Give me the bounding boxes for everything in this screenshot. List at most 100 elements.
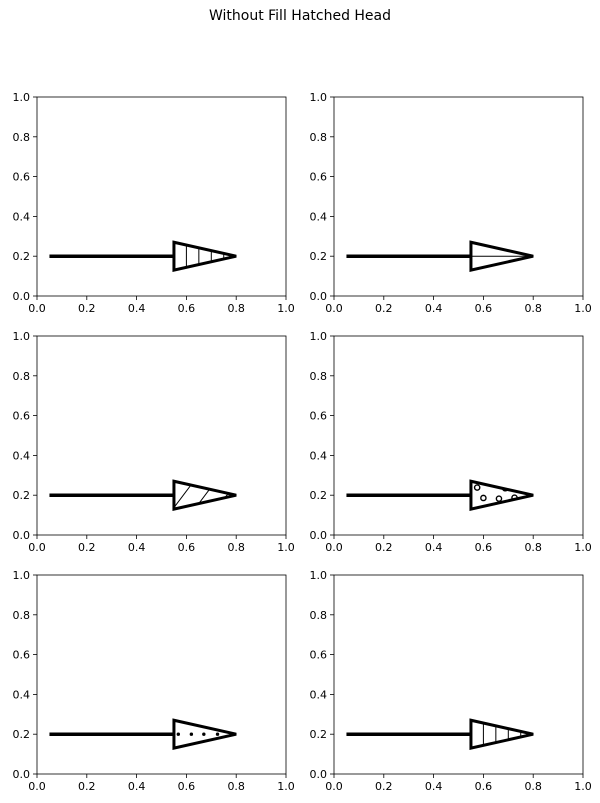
y-tick-label: 0.6 (13, 171, 31, 184)
y-tick-label: 0.2 (310, 728, 328, 741)
axes-frame (333, 335, 584, 536)
y-tick-label: 0.0 (310, 290, 328, 303)
subplot: 0.0 0.2 0.4 0.6 0.8 1.0 0.0 0.2 0.4 0.6 0.8 1.0 (13, 569, 295, 793)
y-tick-label: 0.4 (13, 210, 31, 223)
x-tick-label: 0.4 (128, 780, 146, 793)
y-tick-label: 1.0 (310, 569, 328, 582)
x-tick-label: 0.6 (475, 541, 493, 554)
x-tick-label: 0.4 (425, 302, 443, 315)
y-tick-label: 0.0 (310, 768, 328, 781)
hatch-circle (495, 495, 503, 502)
axes-frame (333, 96, 584, 297)
arrow-head (172, 479, 237, 512)
arrow-head-hatch (176, 732, 220, 736)
x-tick-label: 0.0 (325, 780, 343, 793)
axes-frame (36, 335, 287, 536)
x-tick-label: 0.8 (227, 780, 245, 793)
y-tick-label: 1.0 (310, 91, 328, 104)
y-tick-label: 0.4 (13, 449, 31, 462)
x-tick-label: 0.6 (475, 302, 493, 315)
hatch-dot (202, 732, 206, 736)
y-tick-label: 0.6 (13, 410, 31, 423)
x-tick-label: 0.2 (78, 302, 96, 315)
x-tick-label: 0.6 (178, 302, 196, 315)
y-tick-label: 0.2 (13, 250, 31, 263)
x-tick-label: 0.0 (28, 302, 46, 315)
x-tick-label: 0.2 (375, 541, 393, 554)
x-tick-label: 0.8 (524, 302, 542, 315)
x-tick-label: 1.0 (277, 541, 295, 554)
hatch-dot (215, 732, 220, 736)
x-tick-label: 0.2 (78, 541, 96, 554)
x-tick-label: 0.0 (325, 541, 343, 554)
x-tick-label: 0.4 (425, 541, 443, 554)
hatch-circle (473, 484, 481, 491)
y-tick-label: 0.4 (13, 688, 31, 701)
figure-title: Without Fill Hatched Head (209, 8, 391, 24)
x-tick-label: 1.0 (574, 541, 592, 554)
y-tick-label: 0.0 (13, 768, 31, 781)
hatch-dot (189, 732, 194, 736)
x-tick-label: 0.8 (227, 302, 245, 315)
y-tick-label: 1.0 (13, 569, 31, 582)
axes-frame (333, 574, 584, 775)
hatch-line (192, 481, 218, 510)
y-tick-label: 0.4 (310, 210, 328, 223)
axes-frame (36, 574, 287, 775)
x-tick-label: 0.8 (227, 541, 245, 554)
x-tick-label: 0.8 (524, 541, 542, 554)
x-tick-label: 0.2 (375, 302, 393, 315)
x-tick-label: 0.2 (375, 780, 393, 793)
x-tick-label: 0.6 (178, 780, 196, 793)
y-tick-label: 1.0 (13, 91, 31, 104)
y-tick-label: 0.8 (310, 131, 328, 144)
subplot: 0.0 0.2 0.4 0.6 0.8 1.0 0.0 0.2 0.4 0.6 0.8 1.0 (13, 91, 295, 315)
y-tick-label: 0.2 (310, 489, 328, 502)
y-tick-label: 0.0 (13, 529, 31, 542)
y-tick-label: 1.0 (310, 330, 328, 343)
y-tick-label: 0.0 (310, 529, 328, 542)
y-tick-label: 1.0 (13, 330, 31, 343)
y-tick-label: 0.6 (13, 649, 31, 662)
subplot: 0.0 0.2 0.4 0.6 0.8 1.0 0.0 0.2 0.4 0.6 0.8 1.0 (13, 330, 295, 554)
x-tick-label: 1.0 (574, 302, 592, 315)
y-tick-label: 0.2 (310, 250, 328, 263)
y-tick-label: 0.8 (13, 131, 31, 144)
arrow-head (172, 718, 237, 751)
x-tick-label: 1.0 (277, 780, 295, 793)
x-tick-label: 0.0 (28, 780, 46, 793)
hatch-circle (480, 494, 487, 502)
x-tick-label: 0.6 (178, 541, 196, 554)
x-tick-label: 0.4 (128, 302, 146, 315)
arrow-head (469, 718, 534, 751)
x-tick-label: 0.4 (425, 780, 443, 793)
y-tick-label: 0.0 (13, 290, 31, 303)
x-tick-label: 0.6 (475, 780, 493, 793)
y-tick-label: 0.2 (13, 728, 31, 741)
y-tick-label: 0.6 (310, 171, 328, 184)
subplot-grid: 0.0 0.2 0.4 0.6 0.8 1.00.00.20.40.60.81.00.0 0… (13, 91, 592, 793)
hatch-dot (176, 732, 181, 736)
x-tick-label: 0.0 (28, 541, 46, 554)
y-tick-label: 0.4 (310, 449, 328, 462)
arrow-head (469, 240, 534, 273)
y-tick-label: 0.8 (13, 370, 31, 383)
subplot: 0.0 0.2 0.4 0.6 0.8 1.0 0.0 0.2 0.4 0.6 0.8 1.0 (310, 569, 592, 793)
x-tick-label: 0.2 (78, 780, 96, 793)
y-tick-label: 0.6 (310, 410, 328, 423)
y-tick-label: 0.8 (13, 609, 31, 622)
y-tick-label: 0.2 (13, 489, 31, 502)
x-tick-label: 0.8 (524, 780, 542, 793)
x-tick-label: 0.0 (325, 302, 343, 315)
axes-frame (36, 96, 287, 297)
arrow-head (172, 240, 237, 273)
arrow-head (469, 479, 534, 512)
y-tick-label: 0.4 (310, 688, 328, 701)
y-tick-label: 0.6 (310, 649, 328, 662)
x-tick-label: 1.0 (277, 302, 295, 315)
subplot: 0.0 0.2 0.4 0.6 0.8 1.0 0.0 0.2 0.4 0.6 0.8 1.0 (310, 330, 592, 554)
subplot: 0.0 0.2 0.4 0.6 0.8 1.0 0.0 0.2 0.4 0.6 0.8 1.0 (310, 91, 592, 315)
x-tick-label: 0.4 (128, 541, 146, 554)
x-tick-label: 1.0 (574, 780, 592, 793)
